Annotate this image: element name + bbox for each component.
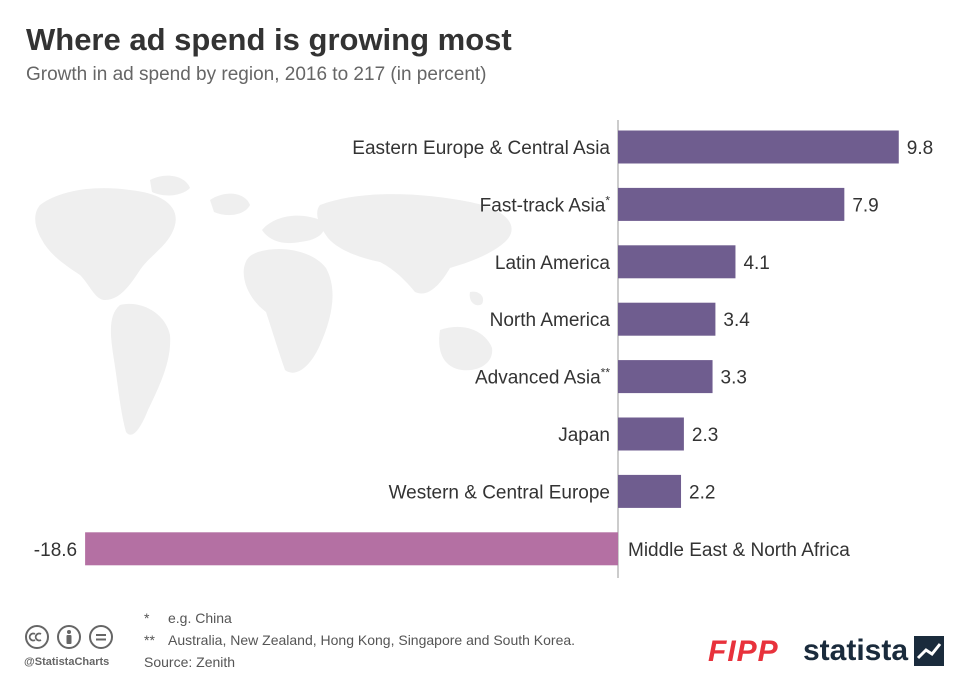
footnote-1-text: e.g. China [168, 610, 232, 626]
bar-6 [618, 474, 682, 508]
footnote-2: ** Australia, New Zealand, Hong Kong, Sin… [144, 629, 575, 651]
value-label-4: 3.3 [721, 368, 747, 389]
footnote-1: * e.g. China [144, 607, 575, 629]
fipp-logo: FIPP [708, 635, 779, 668]
bar-3 [618, 302, 716, 336]
value-label-7: -18.6 [34, 540, 77, 561]
category-footnote-mark-1: * [605, 193, 610, 207]
statista-logo-icon [914, 636, 945, 666]
no-derivatives-icon [89, 625, 113, 649]
category-label-3: North America [490, 310, 611, 331]
value-label-1: 7.9 [852, 195, 878, 216]
category-label-0: Eastern Europe & Central Asia [352, 138, 610, 159]
bar-chart: Eastern Europe & Central Asia 9.8 Fast-tra… [34, 120, 933, 578]
category-name-5: Japan [558, 425, 610, 446]
bar-0 [618, 130, 899, 164]
value-label-0: 9.8 [907, 138, 933, 159]
category-name-6: Western & Central Europe [389, 482, 610, 503]
category-label-1: Fast-track Asia* [480, 193, 611, 216]
category-label-7: Middle East & North Africa [628, 540, 850, 561]
bar-7 [85, 532, 619, 566]
footnote-2-text: Australia, New Zealand, Hong Kong, Singa… [168, 632, 576, 648]
statista-handle: @StatistaCharts [24, 656, 110, 668]
cc-icon [25, 625, 49, 649]
chart-subtitle: Growth in ad spend by region, 2016 to 21… [26, 64, 487, 85]
license-icons [24, 624, 114, 650]
category-label-5: Japan [558, 425, 610, 446]
category-name-3: North America [490, 310, 611, 331]
value-label-2: 4.1 [743, 253, 769, 274]
bar-5 [618, 417, 684, 451]
value-label-3: 3.4 [723, 310, 750, 331]
footnote-1-mark: * [144, 610, 150, 626]
world-map-background [35, 175, 512, 435]
chart-title: Where ad spend is growing most [26, 22, 512, 57]
category-name-4: Advanced Asia [475, 368, 601, 389]
category-label-2: Latin America [495, 253, 611, 274]
bar-1 [618, 187, 845, 221]
value-label-6: 2.2 [689, 482, 715, 503]
category-name-2: Latin America [495, 253, 611, 274]
footnote-2-mark: ** [144, 632, 155, 648]
category-label-6: Western & Central Europe [389, 482, 610, 503]
category-name-7: Middle East & North Africa [628, 540, 850, 561]
category-name-1: Fast-track Asia [480, 195, 606, 216]
footnotes: * e.g. China ** Australia, New Zealand, Ho… [144, 607, 575, 673]
statista-wordmark: statista [803, 634, 909, 667]
bar-2 [618, 245, 736, 279]
category-name-0: Eastern Europe & Central Asia [352, 138, 610, 159]
source-note: Source: Zenith [144, 654, 236, 670]
value-label-5: 2.3 [692, 425, 718, 446]
bar-4 [618, 360, 713, 394]
statista-logo: statista [803, 634, 945, 668]
attribution-icon [57, 625, 81, 649]
category-label-4: Advanced Asia** [475, 366, 610, 389]
category-footnote-mark-4: ** [601, 366, 611, 380]
